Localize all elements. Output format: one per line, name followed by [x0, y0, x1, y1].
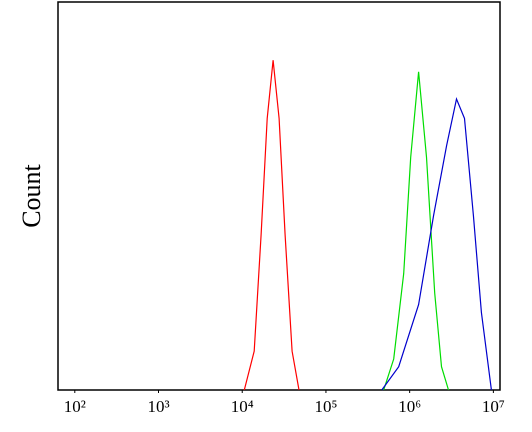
- plot-frame: [57, 1, 501, 391]
- x-tick-label: 10⁷: [482, 397, 505, 416]
- x-tick-label: 10³: [147, 397, 169, 416]
- x-tick-label: 10⁴: [231, 397, 254, 416]
- histogram-curve: [243, 60, 300, 391]
- y-axis-label: Count: [17, 163, 46, 227]
- histogram-curve: [383, 71, 450, 391]
- x-tick-label: 10²: [64, 397, 86, 416]
- histogram-curve: [381, 96, 492, 391]
- x-tick-label: 10⁶: [398, 397, 421, 416]
- x-tick-label: 10⁵: [314, 397, 337, 416]
